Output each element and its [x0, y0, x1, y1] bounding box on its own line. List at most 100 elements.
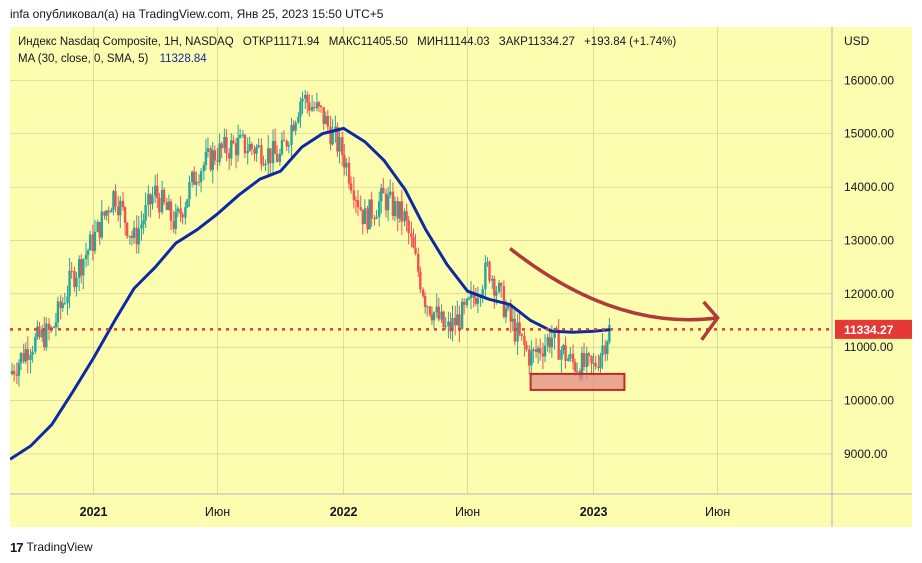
candle-body — [110, 209, 113, 213]
candle-body — [504, 308, 508, 318]
candle-body — [447, 321, 450, 327]
candle-body — [66, 296, 69, 304]
chart-legend: Индекс Nasdaq Composite, 1Н, NASDAQ ОТКР… — [18, 36, 676, 65]
candle-body — [114, 191, 117, 207]
candle-body — [253, 148, 256, 154]
candle-body — [481, 289, 484, 298]
candle-body — [509, 305, 512, 322]
candle-body — [232, 140, 235, 144]
candle-body — [467, 298, 471, 300]
candle-body — [412, 236, 415, 248]
candle-body — [112, 191, 115, 210]
candle-body — [278, 153, 282, 162]
candle-body — [290, 125, 293, 145]
candle-body — [172, 220, 175, 229]
candle-body — [105, 210, 108, 216]
candle-body — [199, 171, 203, 183]
candle-body — [419, 271, 422, 290]
candle-body — [93, 231, 97, 251]
last-price-label: 11334.27 — [844, 323, 894, 337]
candle-body — [393, 201, 397, 216]
candle-body — [137, 228, 140, 245]
candle-body — [250, 144, 254, 149]
candle-body — [546, 337, 549, 346]
candle-body — [567, 358, 570, 362]
candle-body — [91, 234, 95, 251]
candle-body — [465, 298, 469, 305]
candle-body — [317, 102, 321, 106]
candle-body — [132, 227, 136, 238]
candle-body — [243, 134, 247, 154]
price-tick-label: 16000.00 — [844, 73, 894, 87]
candle-body — [597, 366, 600, 368]
candle-body — [525, 344, 528, 350]
candle-body — [59, 301, 62, 308]
candle-body — [174, 212, 177, 229]
time-axis-panel — [10, 494, 832, 527]
candle-body — [308, 102, 311, 111]
candle-body — [151, 195, 154, 205]
candle-body — [491, 278, 494, 281]
candle-body — [322, 107, 325, 124]
candle-body — [386, 195, 390, 211]
candle-body — [191, 171, 194, 182]
candle-body — [440, 311, 443, 320]
price-tick-label: 10000.00 — [844, 394, 894, 408]
candle-body — [213, 150, 217, 161]
candle-body — [599, 355, 602, 368]
candle-body — [550, 338, 554, 348]
candle-body — [334, 126, 337, 130]
candle-body — [103, 211, 106, 216]
candle-body — [220, 143, 223, 149]
candle-body — [336, 126, 339, 152]
candle-body — [17, 363, 21, 376]
candle-body — [594, 362, 597, 367]
candle-body — [564, 345, 567, 362]
candle-body — [160, 189, 164, 213]
candle-body — [601, 345, 604, 356]
candle-body — [569, 353, 572, 359]
price-tick-label: 11000.00 — [844, 340, 893, 354]
candle-body — [223, 136, 226, 149]
candle-body — [285, 140, 288, 147]
candle-body — [435, 306, 438, 313]
candle-body — [70, 270, 73, 272]
candle-body — [34, 336, 37, 352]
candle-body — [520, 333, 523, 336]
candle-body — [123, 207, 127, 223]
candle-body — [523, 335, 526, 345]
candle-body — [516, 322, 519, 342]
candle-body — [280, 140, 284, 154]
candlestick-chart[interactable]: 9000.00 10000.00 11000.00 12000.00 13000.00 1… — [10, 27, 912, 527]
candle-body — [414, 247, 417, 254]
candle-body — [234, 143, 238, 156]
tradingview-logo-icon: 17 — [10, 539, 24, 555]
candle-body — [341, 137, 344, 156]
candle-body — [462, 301, 466, 305]
candle-body — [154, 185, 157, 196]
legend-close: ЗАКР11334.27 — [499, 36, 575, 48]
candle-body — [442, 311, 445, 327]
candle-body — [257, 145, 260, 148]
candle-body — [209, 148, 212, 171]
candle-body — [38, 326, 41, 338]
candle-body — [356, 200, 360, 208]
price-axis-panel — [832, 27, 912, 527]
candle-body — [275, 153, 279, 162]
candle-body — [179, 208, 182, 215]
candle-body — [534, 349, 538, 353]
candle-body — [147, 194, 150, 205]
candle-body — [488, 262, 491, 281]
candle-body — [476, 298, 480, 304]
candle-body — [156, 185, 159, 198]
candle-body — [43, 329, 46, 348]
candle-body — [68, 270, 71, 297]
candle-body — [297, 116, 300, 123]
candle-body — [86, 250, 90, 255]
candle-body — [349, 183, 353, 191]
candle-body — [497, 283, 501, 292]
candle-body — [176, 208, 180, 213]
candle-body — [458, 314, 461, 329]
time-tick-label: Июн — [705, 505, 730, 519]
candle-body — [378, 201, 381, 217]
